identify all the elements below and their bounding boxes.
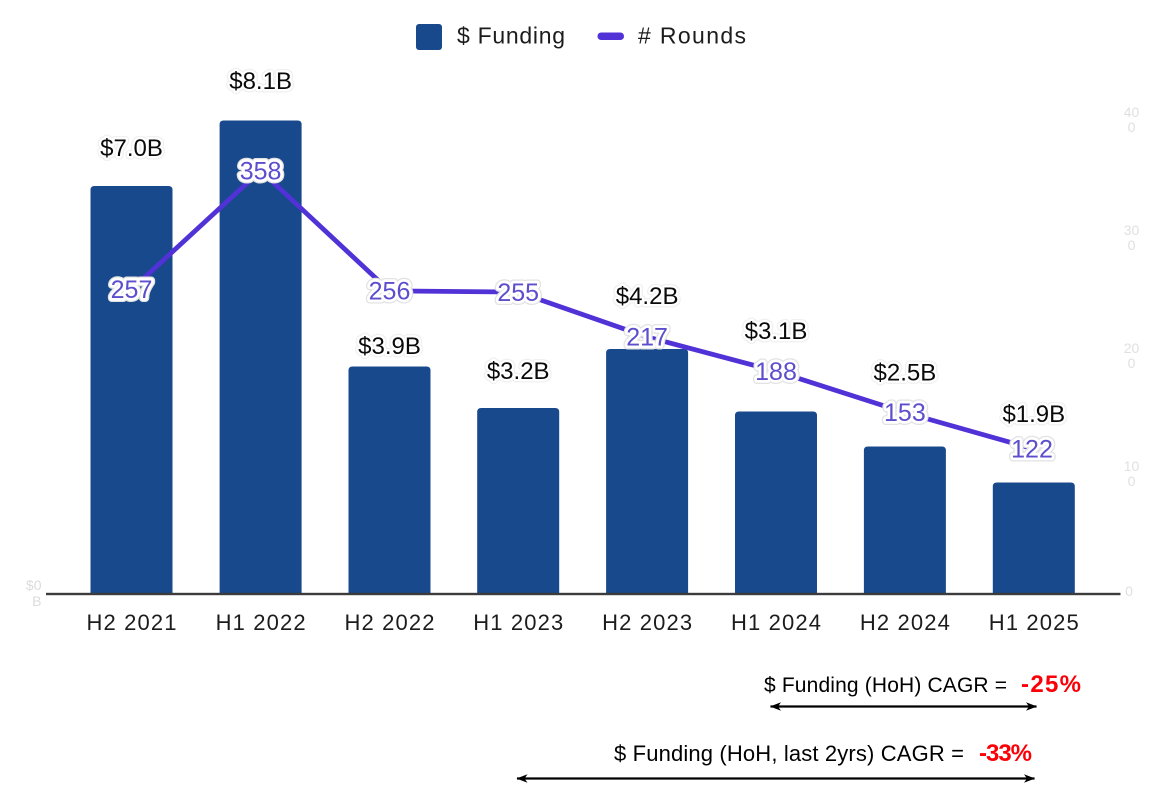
svg-text:358: 358 [240, 157, 282, 185]
svg-text:$1.9B: $1.9B [1002, 401, 1065, 428]
svg-text:-33%: -33% [979, 740, 1032, 767]
svg-text:153: 153 [884, 399, 926, 427]
svg-text:H1 2023: H1 2023 [473, 610, 563, 635]
svg-text:188: 188 [755, 358, 797, 386]
svg-text:10: 10 [1124, 458, 1140, 474]
svg-text:217: 217 [626, 324, 668, 352]
svg-text:$8.1B: $8.1B [229, 68, 292, 95]
svg-text:H2 2024: H2 2024 [860, 610, 950, 635]
svg-text:$ Funding (HoH, last 2yrs) CAG: $ Funding (HoH, last 2yrs) CAGR = [614, 741, 964, 766]
svg-text:0: 0 [1128, 355, 1136, 371]
svg-text:0: 0 [1125, 583, 1133, 599]
svg-text:H2 2021: H2 2021 [87, 610, 177, 635]
svg-text:0: 0 [1128, 473, 1136, 489]
svg-text:B: B [32, 593, 41, 609]
svg-text:40: 40 [1124, 104, 1140, 120]
svg-text:$7.0B: $7.0B [100, 135, 163, 162]
svg-text:H2 2023: H2 2023 [602, 610, 692, 635]
svg-text:358: 358 [240, 157, 282, 185]
svg-text:0: 0 [1128, 119, 1136, 135]
svg-text:20: 20 [1124, 340, 1140, 356]
svg-text:257: 257 [111, 276, 153, 304]
svg-text:H1 2025: H1 2025 [989, 610, 1079, 635]
svg-text:$4.2B: $4.2B [616, 283, 679, 310]
svg-text:0: 0 [1128, 237, 1136, 253]
svg-text:30: 30 [1124, 222, 1140, 238]
svg-text:$7.0B: $7.0B [100, 135, 163, 162]
svg-text:153: 153 [884, 399, 926, 427]
svg-text:$0: $0 [26, 577, 42, 593]
svg-text:$3.9B: $3.9B [358, 333, 421, 360]
svg-text:122: 122 [1011, 436, 1053, 464]
svg-text:257: 257 [111, 276, 153, 304]
svg-text:H1 2022: H1 2022 [216, 610, 306, 635]
svg-text:$2.5B: $2.5B [874, 360, 937, 387]
svg-text:H2 2022: H2 2022 [345, 610, 435, 635]
svg-text:H1 2024: H1 2024 [731, 610, 821, 635]
svg-text:$3.1B: $3.1B [745, 318, 808, 345]
svg-text:# Rounds: # Rounds [638, 23, 746, 49]
svg-text:188: 188 [755, 358, 797, 386]
svg-text:$2.5B: $2.5B [874, 360, 937, 387]
svg-text:$ Funding (HoH) CAGR =: $ Funding (HoH) CAGR = [764, 674, 1007, 697]
svg-text:$3.1B: $3.1B [745, 318, 808, 345]
svg-text:122: 122 [1011, 436, 1053, 464]
svg-text:$ Funding: $ Funding [457, 23, 565, 49]
svg-text:$3.2B: $3.2B [487, 358, 550, 385]
svg-text:256: 256 [369, 278, 411, 306]
svg-text:$8.1B: $8.1B [229, 68, 292, 95]
svg-text:$3.2B: $3.2B [487, 358, 550, 385]
svg-text:$3.9B: $3.9B [358, 333, 421, 360]
svg-text:$4.2B: $4.2B [616, 283, 679, 310]
svg-text:255: 255 [497, 279, 539, 307]
svg-text:$1.9B: $1.9B [1002, 401, 1065, 428]
svg-text:-25%: -25% [1021, 671, 1081, 698]
svg-text:256: 256 [369, 278, 411, 306]
svg-text:217: 217 [626, 324, 668, 352]
svg-text:255: 255 [497, 279, 539, 307]
